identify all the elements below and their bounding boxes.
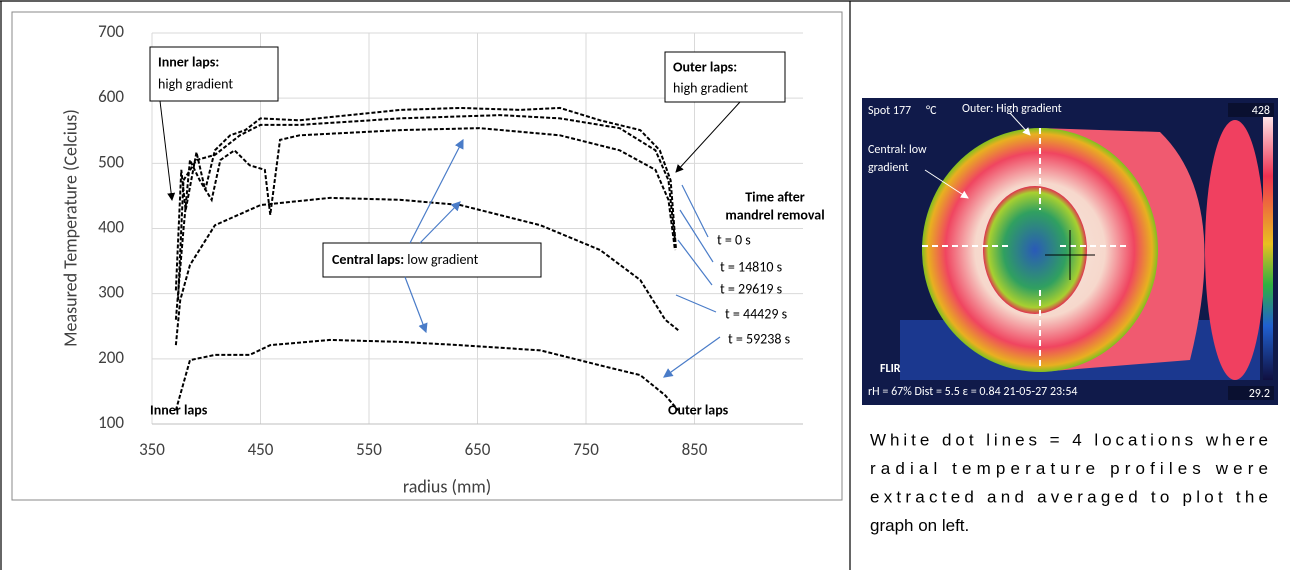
thermal-image [862, 98, 1278, 405]
annotation-box [322, 242, 542, 278]
legend-title: Time after [745, 188, 805, 205]
annotation: Inner laps: [158, 53, 219, 70]
caption-line: extracted and averaged to plot the [870, 487, 1268, 506]
x-axis-title: radius (mm) [403, 475, 491, 497]
image-label: 428 [1252, 104, 1270, 118]
x-tick-label: 350 [139, 439, 165, 460]
series-line [174, 196, 679, 346]
image-label: Central: low [868, 143, 927, 157]
x-tick-label: 750 [573, 439, 599, 460]
image-label: 29.2 [1249, 387, 1270, 401]
image-label: rH = 67% Dist = 5.5 ε = 0.84 21-05-27 23… [868, 385, 1078, 399]
x-tick-label: 550 [356, 439, 382, 460]
y-tick-label: 600 [98, 86, 124, 107]
series-label: t = 29619 s [720, 280, 782, 297]
arrow [159, 100, 176, 201]
blue-arrows [404, 138, 721, 378]
series-line [174, 338, 679, 411]
caption-line: radial temperature profiles were [870, 459, 1268, 478]
y-tick-label: 500 [98, 151, 124, 172]
chart-frame [11, 11, 843, 501]
y-tick-label: 400 [98, 217, 124, 238]
y-tick-label: 200 [98, 347, 124, 368]
end-label: Inner laps [150, 401, 208, 418]
image-label: Outer: High gradient [962, 102, 1062, 116]
annotation-bold: Central laps: [332, 251, 404, 268]
y-tick-label: 700 [98, 21, 124, 42]
x-tick-label: 650 [465, 439, 491, 460]
image-brand: FLIR [880, 362, 901, 376]
caption: White dot lines = 4 locations where radia… [870, 430, 1268, 535]
x-tick-label: 850 [682, 439, 708, 460]
series-label: t = 0 s [717, 231, 751, 248]
series-label: t = 44429 s [725, 305, 787, 322]
annotation: Central laps: low gradient [332, 251, 479, 268]
y-tick-label: 100 [98, 412, 124, 433]
caption-line: White dot lines = 4 locations where [870, 430, 1268, 449]
annotation-text: low gradient [404, 251, 479, 268]
x-tick-label: 450 [248, 439, 274, 460]
image-label: gradient [868, 161, 909, 175]
y-axis-title: Measured Temperature (Celcius) [59, 109, 81, 347]
annotation: high gradient [673, 79, 748, 96]
legend-title: mandrel removal [725, 206, 824, 223]
plot: 100 200 300 400 500 600 700 350 450 550 650 750 850 [98, 21, 803, 460]
series-label: t = 59238 s [728, 330, 790, 347]
series-line [174, 106, 678, 291]
arrow [675, 101, 741, 173]
y-tick-label: 300 [98, 282, 124, 303]
series-line [177, 114, 676, 301]
annotation-box [664, 51, 786, 103]
series-label: t = 14810 s [720, 258, 782, 275]
annotation-box [149, 46, 279, 102]
end-label: Outer laps [668, 401, 729, 418]
image-label: Spot 177 [868, 104, 911, 118]
image-label: °C [926, 104, 937, 118]
series-line [174, 127, 676, 320]
annotation: high gradient [158, 75, 233, 92]
annotation: Outer laps: [673, 58, 737, 75]
caption-line: graph on left. [870, 516, 969, 535]
